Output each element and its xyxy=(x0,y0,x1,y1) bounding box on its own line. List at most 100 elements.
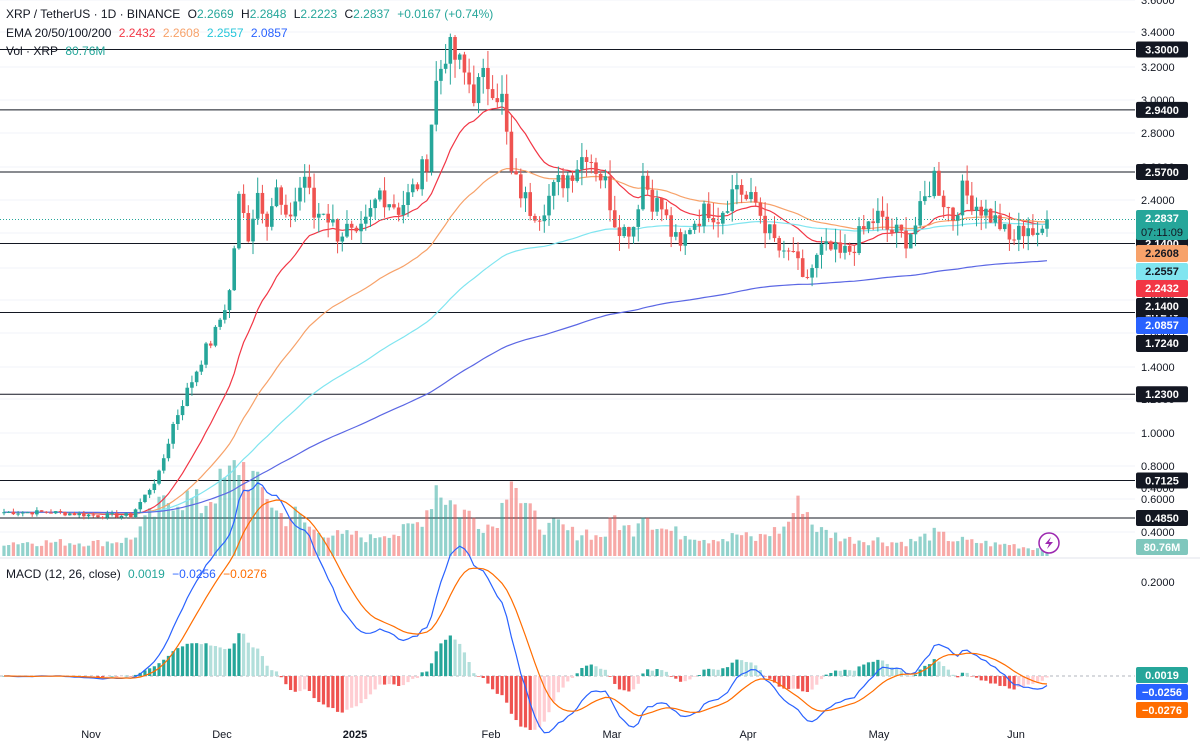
macd-hist-bar xyxy=(415,676,420,679)
volume-bar xyxy=(227,465,232,556)
macd-hist-bar xyxy=(655,669,659,676)
candle-body xyxy=(885,216,890,230)
candle-body xyxy=(655,198,659,212)
lightning-icon[interactable] xyxy=(1038,532,1060,554)
volume-bar xyxy=(772,527,777,556)
macd-hist-bar xyxy=(768,676,772,679)
candle-body xyxy=(406,192,410,205)
macd-hist-bar xyxy=(641,673,645,676)
volume-bar xyxy=(30,543,34,556)
volume-badge xyxy=(1136,539,1188,555)
candle-body xyxy=(410,184,415,193)
macd-hist-bar xyxy=(730,662,734,676)
volume-bar xyxy=(833,532,838,556)
volume-bar xyxy=(693,539,697,556)
volume-bar xyxy=(16,544,20,556)
level-badge-label: 0.7125 xyxy=(1145,475,1179,487)
macd-label: MACD (12, 26, close) xyxy=(6,567,121,581)
volume-bar xyxy=(387,537,391,556)
candle-body xyxy=(129,513,133,518)
time-tick-label: May xyxy=(869,729,890,741)
candle-body xyxy=(1031,228,1035,235)
ema20-line xyxy=(4,106,1048,516)
price-tick-label: 1.4000 xyxy=(1141,362,1175,374)
volume-bar xyxy=(697,540,701,556)
volume-bar xyxy=(138,526,142,556)
candle-body xyxy=(702,203,706,227)
ema100-line xyxy=(4,220,1048,514)
volume-bar xyxy=(829,537,833,556)
candle-body xyxy=(157,470,161,484)
volume-bar xyxy=(631,536,636,556)
volume-bar xyxy=(594,535,598,556)
volume-bar xyxy=(740,535,744,556)
volume-bar xyxy=(796,495,800,556)
volume-bar xyxy=(204,505,208,556)
candle-body xyxy=(664,209,669,216)
volume-bar xyxy=(303,522,307,556)
time-axis: Nov Dec 2025 Feb Mar Apr May Jun xyxy=(81,729,1025,741)
candle-body xyxy=(556,175,561,183)
macd-hist-bar xyxy=(636,676,640,684)
price-badge-label: 1.7240 xyxy=(1145,338,1179,350)
candle-body xyxy=(880,210,885,217)
volume-bar xyxy=(876,537,880,556)
candle-body xyxy=(331,219,335,223)
candle-body xyxy=(16,513,20,515)
macd-hist-bar xyxy=(801,676,805,692)
macd-hist-bar xyxy=(852,670,856,676)
volume-bar xyxy=(561,524,565,556)
open-value: 2.2669 xyxy=(196,7,234,21)
candle-body xyxy=(509,131,514,172)
volume-bar xyxy=(44,540,48,556)
candle-body xyxy=(6,511,11,513)
candle-body xyxy=(241,193,246,214)
price-badge-label: 2.1400 xyxy=(1145,301,1179,313)
candle-body xyxy=(218,319,222,327)
macd-hist-bar xyxy=(124,675,128,677)
volume-bar xyxy=(500,502,504,556)
macd-hist-bar xyxy=(763,676,767,677)
macd-hist-bar xyxy=(744,661,748,676)
volume-bar xyxy=(552,518,556,556)
volume-bar xyxy=(566,530,570,556)
candle-body xyxy=(401,204,406,215)
candle-body xyxy=(443,63,448,69)
macd-hist-bar xyxy=(232,643,236,676)
candle-body xyxy=(467,72,471,85)
macd-hist-bar xyxy=(523,676,528,728)
candle-body xyxy=(838,242,843,253)
macd-hist-bar xyxy=(711,669,716,676)
macd-hist-bar xyxy=(364,676,368,700)
candle-body xyxy=(105,513,110,518)
volume-bar xyxy=(256,471,260,556)
volume-bar xyxy=(7,545,11,556)
macd-hist-bar xyxy=(1045,676,1049,678)
macd-hist-bar xyxy=(664,671,669,676)
open-label: O xyxy=(187,7,197,21)
candle-body xyxy=(284,204,288,215)
volume-bar xyxy=(110,543,114,556)
macd-hist-bar xyxy=(462,652,467,676)
candle-body xyxy=(504,93,509,132)
volume-bar xyxy=(584,529,589,556)
volume-bar xyxy=(293,506,297,556)
volume-bar xyxy=(119,542,124,556)
volume-bar xyxy=(636,523,640,556)
candle-body xyxy=(608,176,612,211)
candle-body xyxy=(641,175,645,210)
macd-hist-bar xyxy=(674,676,678,679)
macd-hist-bar xyxy=(218,647,222,676)
candle-body xyxy=(227,290,232,311)
ema20-value: 2.2432 xyxy=(118,26,156,40)
volume-bar xyxy=(646,517,650,556)
volume-bar xyxy=(932,527,936,556)
candle-body xyxy=(274,187,279,207)
volume-bar xyxy=(246,489,250,556)
candle-body xyxy=(213,326,218,346)
macd-hist-bar xyxy=(312,676,316,699)
volume-bar xyxy=(993,542,997,556)
volume-bar xyxy=(580,535,584,556)
macd-hist-bar xyxy=(923,665,927,676)
